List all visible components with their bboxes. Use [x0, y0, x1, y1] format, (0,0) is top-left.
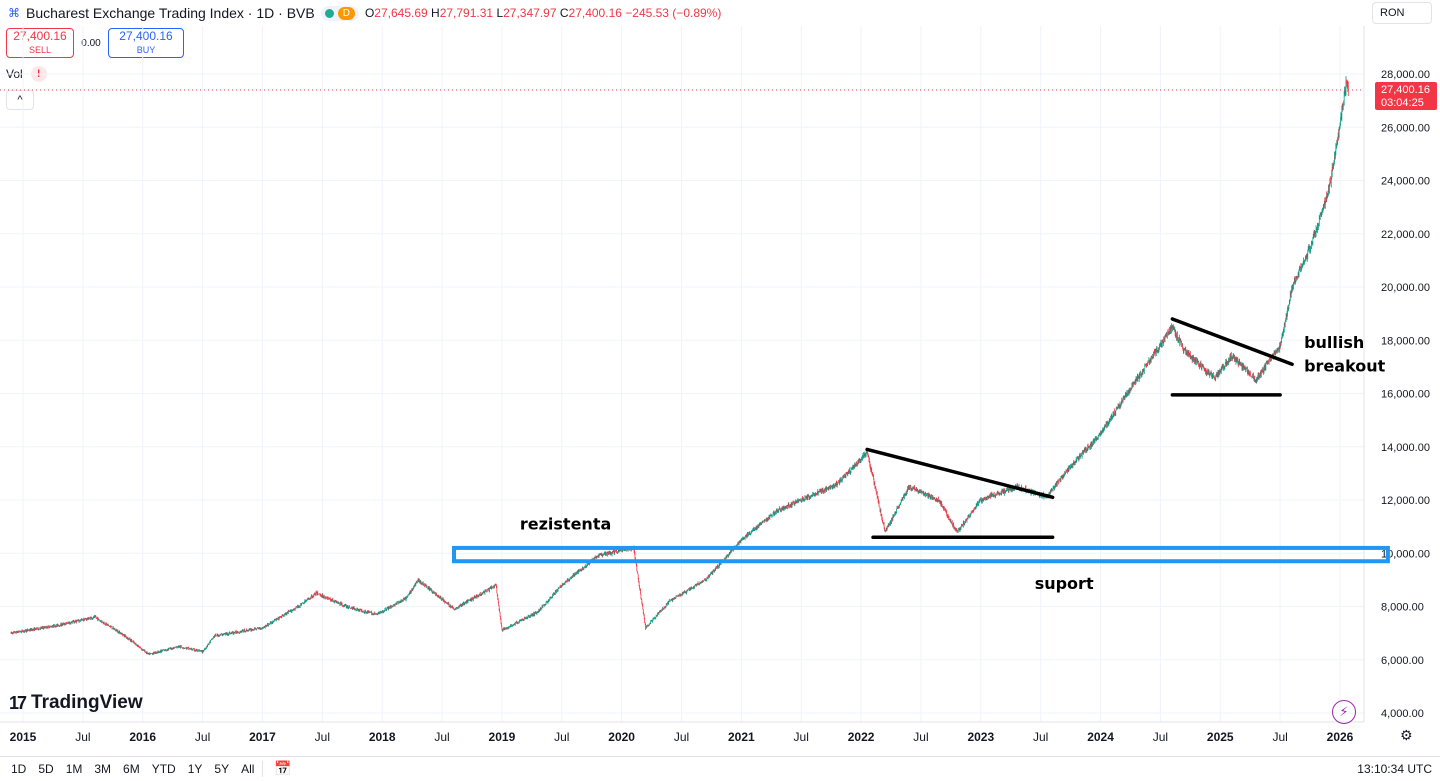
time-tick-label: Jul [434, 730, 449, 744]
timeframe-ytd[interactable]: YTD [151, 762, 176, 776]
tradingview-logo-icon: 17 [9, 692, 27, 713]
price-tick-label: 24,000.00 [1381, 176, 1430, 188]
bottom-toolbar: 1D 5D 1M 3M 6M YTD 1Y 5Y All 📅 13:10:34 UTC [0, 756, 1440, 781]
annotations: rezistenta suport bullish breakout [452, 317, 1390, 593]
timeframe-1m[interactable]: 1M [65, 762, 83, 776]
timeframe-5d[interactable]: 5D [38, 762, 54, 776]
timeframe-ranges: 1D 5D 1M 3M 6M YTD 1Y 5Y All [11, 762, 266, 776]
support-resistance-box [452, 545, 1390, 564]
last-price-countdown: 03:04:25 [1381, 97, 1424, 109]
time-tick-label: 2025 [1207, 730, 1234, 744]
lightning-icon[interactable]: ⚡ [1332, 700, 1356, 724]
time-tick-label: 2016 [129, 730, 156, 744]
time-tick-label: Jul [1272, 730, 1287, 744]
price-tick-label: 14,000.00 [1381, 442, 1430, 454]
annotation-breakout: breakout [1304, 356, 1386, 375]
price-tick-label: 4,000.00 [1381, 708, 1424, 720]
trade-panel: 27,400.16 SELL 0.00 27,400.16 BUY [6, 28, 184, 58]
time-tick-label: Jul [1153, 730, 1168, 744]
time-tick-label: Jul [315, 730, 330, 744]
timeframe-3m[interactable]: 3M [94, 762, 112, 776]
symbol-header: ⌘ Bucharest Exchange Trading Index · 1D … [8, 4, 721, 22]
price-tick-label: 20,000.00 [1381, 282, 1430, 294]
ohlc-readout: O27,645.69 H27,791.31 L27,347.97 C27,400… [364, 6, 722, 20]
price-tick-label: 8,000.00 [1381, 602, 1424, 614]
time-tick-label: Jul [1033, 730, 1048, 744]
time-axis: 2015 Jul 2016 Jul 2017 Jul 2018 Jul 2019 Jul 2020 J… [10, 730, 1354, 744]
time-tick-label: 2015 [10, 730, 37, 744]
last-price-label-bg [1375, 81, 1437, 110]
gear-icon[interactable]: ⚙ [1400, 727, 1413, 743]
timeframe-all[interactable]: All [241, 762, 255, 776]
last-price-value: 27,400.16 [1381, 84, 1430, 96]
price-axis: 4,000.00 6,000.00 8,000.00 10,000.00 12,000.… [1381, 69, 1430, 720]
utc-clock[interactable]: 13:10:34 UTC [1357, 762, 1432, 776]
market-status[interactable]: D [320, 5, 359, 21]
time-tick-label: 2026 [1327, 730, 1354, 744]
tradingview-logo[interactable]: 17 TradingView [9, 692, 143, 714]
interval-badge: D [337, 6, 355, 20]
time-tick-label: Jul [794, 730, 809, 744]
sell-button[interactable]: 27,400.16 SELL [6, 28, 74, 58]
price-tick-label: 16,000.00 [1381, 389, 1430, 401]
price-tick-label: 28,000.00 [1381, 69, 1430, 81]
time-tick-label: 2018 [369, 730, 396, 744]
currency-selector[interactable]: RON [1372, 2, 1432, 24]
timeframe-5y[interactable]: 5Y [214, 762, 230, 776]
brand-name: TradingView [31, 692, 143, 713]
time-tick-label: Jul [75, 730, 90, 744]
trend-line [1170, 317, 1294, 366]
spread-value: 0.00 [81, 37, 101, 49]
trend-line [865, 447, 1055, 500]
candles [10, 76, 1349, 656]
timeframe-1d[interactable]: 1D [11, 762, 27, 776]
time-tick-label: 2017 [249, 730, 276, 744]
time-tick-label: 2023 [967, 730, 994, 744]
annotation-suport: suport [1035, 574, 1094, 593]
time-tick-label: Jul [913, 730, 928, 744]
time-tick-label: Jul [554, 730, 569, 744]
symbol-title[interactable]: Bucharest Exchange Trading Index · 1D · … [26, 5, 315, 21]
price-tick-label: 12,000.00 [1381, 495, 1430, 507]
price-tick-label: 26,000.00 [1381, 122, 1430, 134]
toolbar-divider [262, 761, 263, 777]
market-open-icon [324, 8, 334, 18]
price-tick-label: 10,000.00 [1381, 548, 1430, 560]
time-tick-label: Jul [195, 730, 210, 744]
chart-grid [0, 26, 1365, 723]
annotation-rezistenta: rezistenta [520, 514, 611, 533]
collapse-indicators-button[interactable]: ^ [6, 90, 34, 110]
timeframe-1y[interactable]: 1Y [187, 762, 203, 776]
annotation-bullish: bullish [1304, 333, 1364, 352]
price-tick-label: 6,000.00 [1381, 655, 1424, 667]
time-tick-label: 2021 [728, 730, 755, 744]
calendar-icon[interactable]: 📅 [274, 760, 292, 776]
time-tick-label: 2020 [608, 730, 635, 744]
exchange-logo-icon: ⌘ [8, 6, 20, 20]
price-change: −245.53 (−0.89%) [625, 6, 722, 20]
time-tick-label: 2024 [1087, 730, 1114, 744]
buy-button[interactable]: 27,400.16 BUY [108, 28, 184, 58]
time-tick-label: Jul [674, 730, 689, 744]
timeframe-6m[interactable]: 6M [123, 762, 140, 776]
price-tick-label: 18,000.00 [1381, 335, 1430, 347]
price-tick-label: 22,000.00 [1381, 229, 1430, 241]
time-tick-label: 2022 [848, 730, 875, 744]
time-tick-label: 2019 [489, 730, 516, 744]
